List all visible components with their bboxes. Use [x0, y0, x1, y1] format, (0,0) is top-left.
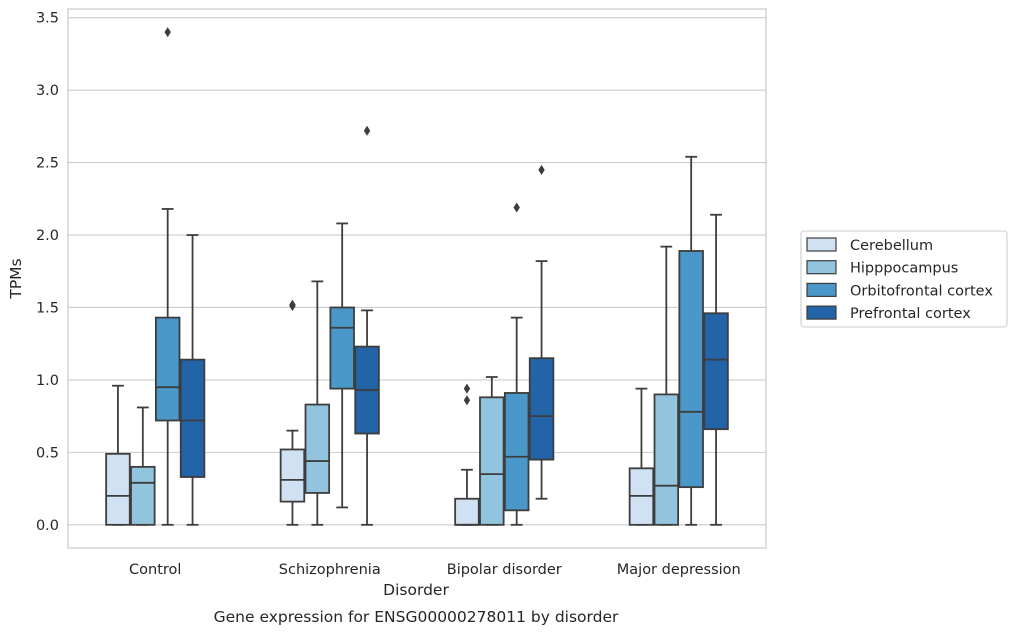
iqr-box [329, 306, 355, 390]
iqr-box [179, 358, 206, 478]
y-tick-label: 1.5 [36, 300, 59, 316]
x-axis-label: Disorder [383, 581, 449, 599]
legend-entry: Hipppocampus [850, 261, 958, 277]
iqr-box [479, 396, 505, 526]
x-tick-label: Schizophrenia [279, 562, 381, 578]
box-prefrontal-cortex [703, 213, 729, 526]
box-orbitofrontal-cortex [154, 27, 181, 526]
y-tick-label: 0.0 [36, 518, 59, 534]
legend-swatch [806, 237, 837, 252]
box-orbitofrontal-cortex [678, 155, 704, 526]
outlier-point [363, 125, 371, 136]
legend-frame [800, 230, 1008, 328]
iqr-box [304, 403, 331, 494]
y-tick-label: 3.0 [36, 83, 59, 99]
box-plot-groups [105, 27, 729, 526]
box-orbitofrontal-cortex [503, 202, 530, 526]
y-axis-label: TPMs [7, 258, 25, 299]
y-tick-label: 1.0 [36, 373, 59, 389]
iqr-box [653, 393, 680, 526]
outlier-point [463, 383, 471, 394]
box-prefrontal-cortex [528, 164, 555, 500]
legend-entry: Prefrontal cortex [850, 306, 971, 322]
box-hipppocampus [653, 245, 680, 526]
x-tick-label: Control [129, 562, 181, 578]
box-hipppocampus [479, 376, 505, 526]
iqr-box [105, 452, 131, 526]
y-axis-ticks: 0.0 0.5 1.0 1.5 2.0 2.5 3.0 3.5 [36, 11, 59, 534]
legend: Cerebellum Hipppocampus Orbitofrontal cort… [800, 230, 1008, 328]
iqr-box [528, 357, 555, 461]
y-tick-label: 0.5 [36, 445, 59, 461]
x-tick-label: Bipolar disorder [447, 562, 562, 578]
legend-swatch [806, 305, 837, 320]
outlier-point [513, 202, 520, 213]
plot-frame [67, 8, 767, 549]
iqr-box [703, 312, 729, 431]
legend-entry: Cerebellum [850, 238, 933, 254]
iqr-box [279, 448, 306, 503]
x-tick-label: Major depression [617, 562, 741, 578]
box-prefrontal-cortex [179, 234, 206, 526]
box-cerebellum [454, 383, 480, 526]
x-axis-ticks: Control Schizophrenia Bipolar disorder Majo… [129, 562, 741, 578]
box-orbitofrontal-cortex [329, 222, 355, 509]
y-tick-label: 2.0 [36, 228, 59, 244]
box-cerebellum [628, 387, 655, 526]
iqr-box [678, 250, 704, 489]
iqr-box [154, 316, 181, 422]
legend-swatch [806, 282, 837, 297]
chart-caption: Gene expression for ENSG00000278011 by d… [214, 608, 619, 626]
outlier-point [164, 27, 171, 38]
outlier-point [463, 395, 471, 406]
outlier-point [289, 299, 296, 310]
iqr-box [454, 497, 480, 526]
box-hipppocampus [130, 406, 156, 526]
iqr-box [503, 392, 530, 512]
legend-entry: Orbitofrontal cortex [850, 283, 993, 299]
iqr-box [130, 465, 156, 526]
legend-swatch [806, 260, 837, 275]
outlier-point [538, 164, 545, 175]
box-hipppocampus [304, 280, 331, 526]
y-tick-label: 3.5 [36, 11, 59, 27]
box-prefrontal-cortex [354, 125, 380, 526]
y-tick-label: 2.5 [36, 156, 59, 172]
box-cerebellum [105, 384, 131, 526]
box-cerebellum [279, 299, 306, 526]
